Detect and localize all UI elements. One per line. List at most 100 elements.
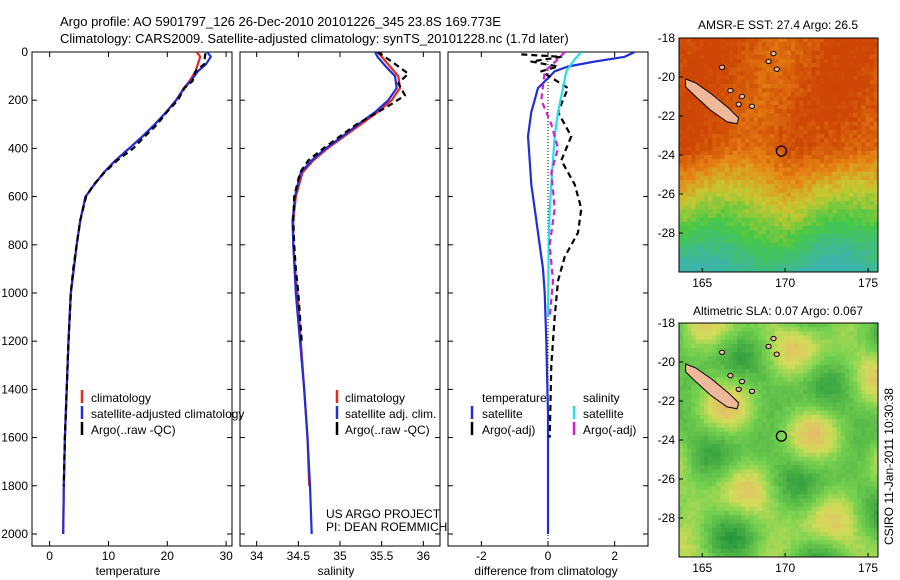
- map-cell: [749, 142, 755, 148]
- map-cell: [741, 414, 746, 420]
- map-cell: [865, 373, 871, 378]
- map-cell: [703, 175, 709, 181]
- map-cell: [790, 444, 796, 449]
- map-cell: [691, 389, 697, 395]
- map-cell: [761, 251, 767, 256]
- map-cell: [728, 171, 734, 177]
- map-cell: [757, 410, 763, 416]
- map-cell: [790, 167, 796, 173]
- map-cell: [853, 339, 858, 345]
- map-cell: [861, 343, 867, 349]
- map-cell: [815, 364, 821, 370]
- map-cell: [703, 234, 709, 240]
- map-cell: [691, 159, 697, 164]
- map-cell: [786, 155, 792, 160]
- map-cell: [757, 335, 763, 341]
- map-cell: [848, 180, 854, 185]
- map-cell: [687, 180, 693, 185]
- map-cell: [844, 242, 850, 248]
- map-cell: [724, 200, 730, 206]
- map-cell: [819, 406, 825, 412]
- map-cell: [824, 200, 829, 206]
- map-cell: [807, 406, 813, 412]
- y-tick-label: 1600: [1, 431, 28, 445]
- map-cell: [712, 360, 717, 366]
- map-cell: [716, 406, 722, 412]
- map-cell: [724, 180, 730, 185]
- map-cell: [848, 440, 854, 445]
- map-cell: [679, 255, 684, 261]
- map-cell: [716, 96, 722, 102]
- map-cell: [753, 58, 759, 64]
- map-cell: [790, 473, 796, 479]
- map-cell: [873, 246, 878, 252]
- map-cell: [691, 402, 697, 408]
- map-cell: [766, 221, 771, 227]
- map-cell: [836, 460, 842, 466]
- map-cell: [687, 205, 693, 210]
- map-cell: [832, 109, 838, 114]
- map-cell: [865, 456, 871, 462]
- map-cell: [807, 167, 813, 173]
- map-cell: [774, 63, 780, 68]
- map-cell: [741, 167, 746, 173]
- map-cell: [815, 159, 821, 164]
- map-cell: [803, 230, 809, 235]
- map-cell: [679, 104, 684, 110]
- map-cell: [770, 180, 775, 185]
- map-cell: [836, 92, 842, 98]
- map-cell: [853, 242, 858, 248]
- map-cell: [807, 100, 813, 106]
- island: [727, 87, 734, 94]
- map-cell: [848, 184, 854, 190]
- map-cell: [679, 481, 684, 487]
- map-cell: [799, 134, 804, 139]
- map-cell: [712, 246, 717, 252]
- map-cell: [753, 230, 759, 235]
- map-cell: [761, 134, 767, 139]
- map-cell: [819, 452, 825, 458]
- map-cell: [737, 75, 742, 81]
- map-cell: [819, 242, 825, 248]
- map-cell: [861, 159, 867, 164]
- map-cell: [873, 196, 878, 202]
- map-cell: [790, 96, 796, 102]
- y-tick-label: 1400: [1, 382, 28, 396]
- map-cell: [824, 435, 829, 441]
- map-cell: [741, 335, 746, 341]
- map-cell: [857, 238, 863, 244]
- map-cell: [691, 460, 697, 466]
- map-cell: [844, 469, 850, 475]
- map-cell: [757, 188, 763, 194]
- map-cell: [824, 481, 829, 487]
- map-cell: [853, 67, 858, 73]
- map-cell: [749, 373, 755, 378]
- map-cell: [853, 171, 858, 177]
- map-cell: [774, 477, 780, 483]
- map-cell: [811, 456, 817, 462]
- map-cell: [873, 46, 878, 52]
- map-cell: [757, 460, 763, 466]
- map-cell: [770, 188, 775, 194]
- map-cell: [824, 419, 829, 424]
- map-cell: [844, 352, 850, 358]
- map-cell: [811, 469, 817, 475]
- map-cell: [811, 381, 817, 387]
- map-cell: [869, 125, 875, 131]
- map-cell: [737, 146, 742, 152]
- map-cell: [683, 221, 688, 227]
- map-cell: [749, 381, 755, 387]
- map-cell: [695, 435, 701, 441]
- map-cell: [836, 213, 842, 219]
- map-cell: [840, 263, 846, 269]
- map-cell: [795, 83, 800, 89]
- map-cell: [865, 356, 871, 362]
- map-cell: [824, 477, 829, 483]
- map-cell: [732, 46, 738, 52]
- map-cell: [703, 465, 709, 470]
- map-cell: [786, 75, 792, 81]
- map-cell: [745, 465, 751, 470]
- map-cell: [774, 188, 780, 194]
- map-cell: [737, 104, 742, 110]
- map-cell: [683, 352, 688, 358]
